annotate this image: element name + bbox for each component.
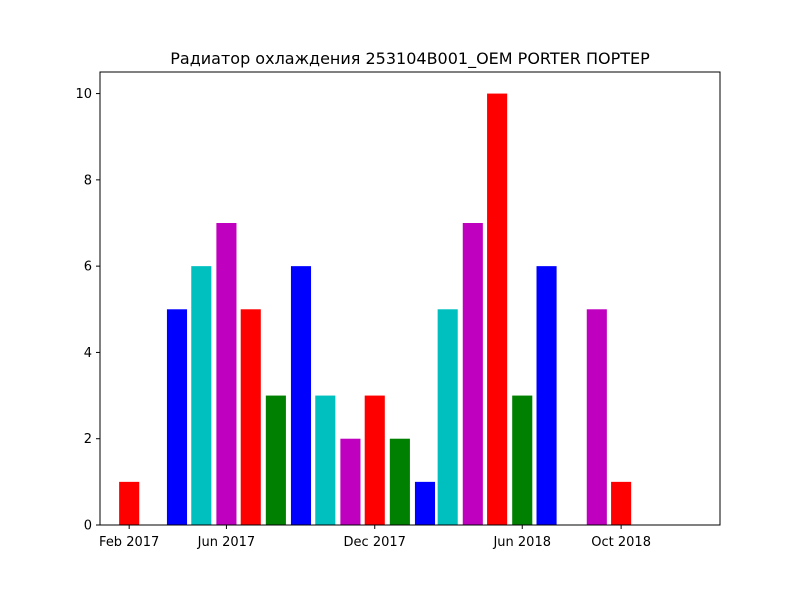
bar-2017-07-01	[240, 309, 261, 525]
bar-2018-06-01	[512, 395, 533, 525]
y-tick-label: 0	[84, 519, 92, 534]
bar-2018-01-01	[389, 438, 410, 525]
bar-2017-12-01	[364, 395, 385, 525]
bar-2017-09-01	[290, 266, 312, 525]
bars-layer	[119, 93, 632, 525]
x-tick-label: Jun 2018	[492, 535, 551, 550]
bar-2017-11-01	[340, 438, 361, 525]
y-tick-label: 2	[84, 432, 92, 447]
x-tick-label: Jun 2017	[197, 535, 256, 550]
y-axis: 0 2 4 6 8 10	[75, 87, 100, 534]
bar-2017-02-01	[119, 481, 140, 525]
plot-frame	[99, 71, 721, 526]
bar-2017-08-01	[265, 395, 286, 525]
chart-title: Радиатор охлаждения 253104B001_OEM PORTE…	[170, 49, 650, 69]
x-axis: Feb 2017 Jun 2017 Dec 2017 Jun 2018 Oct 2018	[99, 525, 651, 550]
x-tick-label: Oct 2018	[591, 535, 651, 550]
bar-2018-07-01	[536, 266, 557, 525]
bar-2018-02-01	[414, 481, 436, 525]
x-tick-label: Dec 2017	[344, 535, 406, 550]
y-tick-label: 4	[84, 346, 92, 361]
bar-2017-04-01	[166, 309, 188, 525]
bar-2017-05-01	[191, 266, 212, 525]
bar-2018-09-01	[586, 309, 607, 525]
bar-2017-06-01	[216, 223, 237, 525]
x-tick-label: Feb 2017	[99, 535, 159, 550]
bar-2018-04-01	[462, 223, 483, 525]
y-tick-label: 6	[84, 260, 92, 275]
y-tick-label: 10	[75, 87, 92, 102]
bar-2018-05-01	[487, 93, 508, 525]
bar-2018-03-01	[437, 309, 458, 525]
bar-2017-10-01	[315, 395, 336, 525]
y-tick-label: 8	[84, 173, 92, 188]
bar-2018-10-01	[611, 481, 632, 525]
